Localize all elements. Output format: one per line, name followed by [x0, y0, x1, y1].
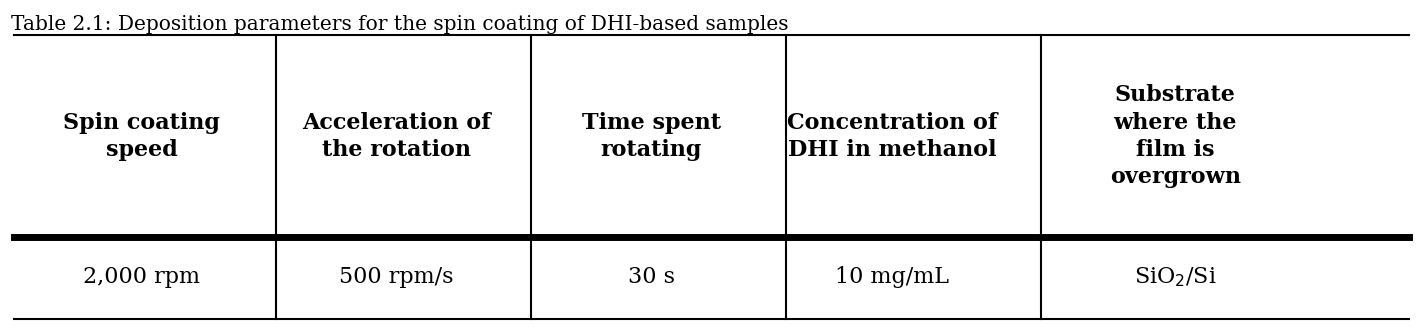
Text: 500 rpm/s: 500 rpm/s: [340, 266, 453, 288]
Text: 2,000 rpm: 2,000 rpm: [84, 266, 200, 288]
Text: Acceleration of
the rotation: Acceleration of the rotation: [302, 112, 491, 161]
Text: Time spent
rotating: Time spent rotating: [582, 112, 721, 161]
Text: 30 s: 30 s: [627, 266, 675, 288]
Text: 10 mg/mL: 10 mg/mL: [835, 266, 949, 288]
Text: Concentration of
DHI in methanol: Concentration of DHI in methanol: [787, 112, 997, 161]
Text: SiO$_2$/Si: SiO$_2$/Si: [1134, 265, 1216, 289]
Text: Table 2.1: Deposition parameters for the spin coating of DHI-based samples: Table 2.1: Deposition parameters for the…: [11, 15, 789, 34]
Text: Spin coating
speed: Spin coating speed: [64, 112, 219, 161]
Text: Substrate
where the
film is
overgrown: Substrate where the film is overgrown: [1110, 84, 1240, 188]
